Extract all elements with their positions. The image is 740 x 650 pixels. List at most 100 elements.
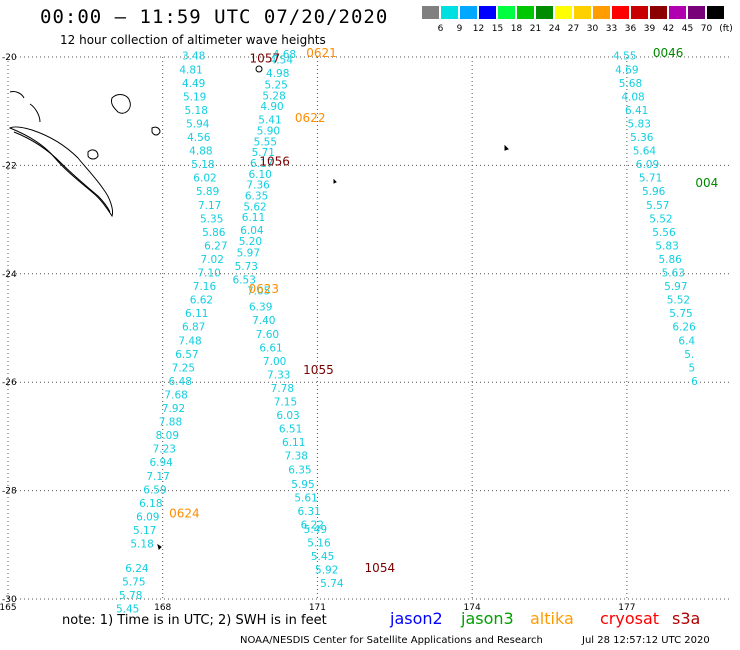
- lat-tick-label: -20: [2, 53, 17, 63]
- color-legend: 6 9 12 15 18 21 24 27 30 33 36 39 42 45 70 (ft): [422, 6, 733, 34]
- swh-value: 7.17: [146, 471, 169, 483]
- swh-value: 6.57: [175, 349, 198, 361]
- legend-label: 15: [491, 24, 504, 34]
- swh-value: 6.09: [636, 159, 659, 171]
- swh-value: 5.: [684, 349, 694, 361]
- swh-value: 4.88: [189, 146, 212, 158]
- swh-value: 5.74: [320, 578, 344, 590]
- swh-value: 4.81: [179, 64, 202, 76]
- swh-value: 5.25: [264, 79, 287, 91]
- pass-time-label: 0046: [653, 46, 684, 60]
- swh-value: 5.83: [655, 240, 678, 252]
- swh-value: 6.17: [250, 158, 273, 170]
- swh-value: 6.26: [672, 322, 696, 334]
- legend-swatch: [669, 6, 686, 19]
- swh-value: 5.18: [130, 539, 153, 551]
- swh-value: 5.20: [239, 236, 262, 248]
- swh-value: 4.98: [266, 68, 289, 80]
- swh-value: 7.33: [267, 369, 290, 381]
- swh-value: 5.73: [235, 261, 258, 273]
- swh-value: 5.64: [633, 146, 657, 158]
- pass-time-label: 0623: [249, 282, 280, 296]
- legend-swatch: [612, 6, 629, 19]
- swh-value: 6.59: [143, 484, 166, 496]
- pass-time-label: 0624: [169, 507, 200, 521]
- page-subtitle: 12 hour collection of altimeter wave hei…: [60, 33, 326, 47]
- swh-value: 5.71: [639, 173, 662, 185]
- swh-value: 7.23: [153, 444, 176, 456]
- legend-label: 24: [548, 24, 561, 34]
- track: 3.484.814.495.195.185.944.564.885.186.02…: [116, 51, 228, 616]
- swh-value: 6.41: [625, 105, 648, 117]
- island-norfolk: [157, 543, 162, 550]
- lat-tick-label: -30: [2, 595, 17, 605]
- swh-value: 4.90: [260, 101, 283, 113]
- axis-labels: 165 168 171 174 177 -20 -22 -24 -26 -28 -30: [0, 53, 635, 613]
- satellite-name: jason3: [461, 609, 514, 628]
- swh-value: 7.60: [256, 329, 279, 341]
- coastline-new-caledonia: [8, 126, 113, 218]
- swh-value: 5.96: [642, 186, 666, 198]
- legend-swatch: [650, 6, 667, 19]
- satellite-name: s3a: [672, 609, 701, 628]
- pass-time-label: 1057: [250, 51, 281, 65]
- legend-swatch: [574, 6, 591, 19]
- pass-time-label: 1054: [365, 561, 396, 575]
- swh-value: 7.17: [198, 200, 221, 212]
- swh-value: 7.25: [172, 362, 195, 374]
- swh-value: 6.4: [678, 335, 695, 347]
- legend-swatch: [517, 6, 534, 19]
- swh-value: 6.03: [276, 410, 299, 422]
- swh-value: 5.97: [237, 247, 260, 259]
- legend-label: 42: [662, 24, 675, 34]
- swh-value: 5.52: [649, 213, 672, 225]
- swh-value: 5.35: [200, 213, 223, 225]
- swh-value: 5.49: [304, 524, 327, 536]
- swh-value: 5.56: [652, 227, 676, 239]
- swh-value: 4.69: [615, 64, 638, 76]
- swh-value: 4.55: [613, 51, 636, 63]
- swh-value: 4.54: [270, 55, 294, 67]
- swh-value: 5.63: [662, 268, 685, 280]
- swh-value: 7.00: [263, 356, 286, 368]
- legend-swatch: [422, 6, 439, 19]
- swh-value: 6.09: [136, 511, 159, 523]
- swh-value: 4.56: [187, 132, 211, 144]
- swh-value: 5.61: [294, 492, 317, 504]
- swh-value: 6.87: [182, 322, 205, 334]
- swh-value: 6: [691, 376, 698, 388]
- satellite-name: cryosat: [600, 609, 660, 628]
- swh-value: 7.02: [201, 254, 224, 266]
- legend-label: 36: [624, 24, 637, 34]
- map-grid: [7, 56, 730, 600]
- credit-line: NOAA/NESDIS Center for Satellite Applica…: [240, 635, 543, 646]
- swh-value: 6.62: [190, 295, 213, 307]
- legend-swatch: [555, 6, 572, 19]
- island-walpole: [504, 144, 509, 151]
- lon-tick-label: 174: [464, 603, 481, 613]
- swh-value: 5.86: [658, 254, 682, 266]
- altimeter-tracks: 4.684.544.985.255.284.905.415.905.555.71…: [116, 49, 698, 615]
- swh-value: 4.68: [273, 49, 296, 61]
- legend-swatch: [460, 6, 477, 19]
- swh-value: 6.04: [240, 225, 264, 237]
- swh-value: 6.10: [248, 169, 271, 181]
- swh-value: 5.16: [307, 537, 331, 549]
- track: 4.554.695.684.086.415.835.365.646.095.71…: [613, 51, 698, 388]
- lon-tick-label: 171: [309, 603, 326, 613]
- swh-value: 7.36: [246, 180, 270, 192]
- lon-tick-label: 177: [618, 603, 635, 613]
- legend-swatch: [441, 6, 458, 19]
- satellite-name: jason2: [390, 609, 443, 628]
- swh-value: 5.17: [133, 525, 156, 537]
- swh-value: 5.36: [630, 132, 654, 144]
- swh-value: 6.48: [169, 376, 192, 388]
- legend-unit: (ft): [719, 24, 733, 34]
- coastline-north-2: [29, 103, 41, 123]
- legend-swatch: [536, 6, 553, 19]
- legend-label: 9: [456, 24, 463, 34]
- swh-value: 6.51: [279, 424, 302, 436]
- swh-value: 5.92: [315, 565, 338, 577]
- swh-value: 5.97: [664, 281, 687, 293]
